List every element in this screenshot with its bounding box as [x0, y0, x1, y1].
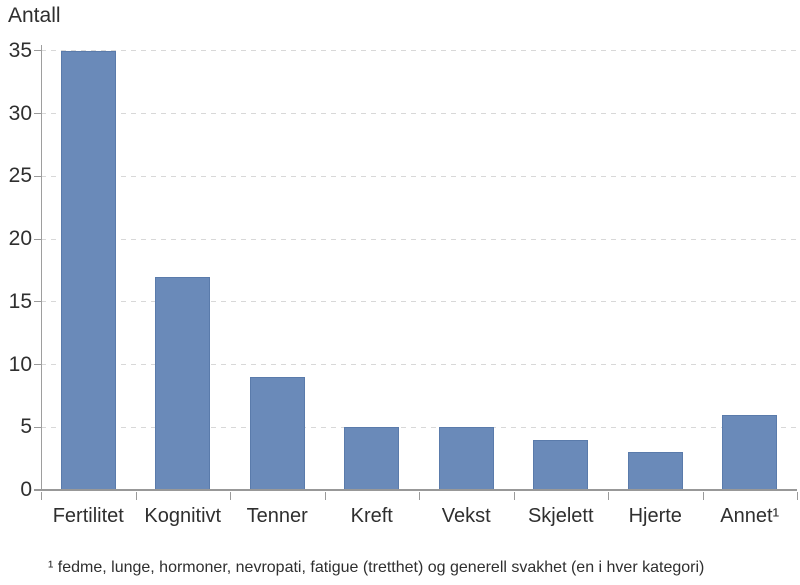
- x-tick: [41, 492, 42, 500]
- gridline: [41, 426, 797, 428]
- y-tick-label: 35: [8, 38, 32, 62]
- x-axis-label-hjerte: Hjerte: [628, 505, 682, 527]
- bar-skjelett: [533, 439, 589, 490]
- x-tick: [324, 492, 326, 500]
- bar-hjerte: [627, 452, 683, 490]
- y-tick-label: 10: [8, 352, 32, 376]
- gridline: [41, 238, 797, 240]
- x-tick: [797, 492, 798, 500]
- y-tick: [34, 175, 41, 177]
- y-tick: [34, 50, 41, 52]
- bar-vekst: [438, 427, 494, 490]
- x-tick: [513, 492, 515, 500]
- y-tick: [34, 238, 41, 240]
- y-tick-label: 25: [8, 164, 32, 188]
- x-axis-label-kognitivt: Kognitivt: [144, 505, 222, 527]
- x-axis-label-vekst: Vekst: [441, 505, 491, 527]
- x-axis-label-fertilitet: Fertilitet: [52, 505, 124, 527]
- bar-tenner: [249, 377, 305, 490]
- gridline: [41, 301, 797, 303]
- y-tick: [34, 113, 41, 114]
- y-tick-label: 15: [8, 289, 32, 313]
- x-axis-label-tenner: Tenner: [246, 505, 308, 527]
- y-axis-line: [40, 45, 42, 491]
- y-tick: [34, 364, 41, 365]
- gridline: [41, 364, 797, 365]
- x-axis-line: [34, 489, 797, 491]
- y-tick: [34, 426, 41, 428]
- y-tick: [34, 301, 41, 303]
- gridline: [41, 113, 797, 114]
- footnote: ¹ fedme, lunge, hormoner, nevropati, fat…: [48, 559, 705, 576]
- x-axis-label-annet: Annet¹: [720, 505, 780, 527]
- x-axis-label-kreft: Kreft: [350, 505, 393, 527]
- x-tick: [702, 492, 704, 500]
- y-tick-label: 5: [20, 415, 32, 439]
- y-axis-title: Antall: [8, 4, 61, 27]
- y-tick-label: 20: [8, 227, 32, 250]
- gridline: [41, 50, 797, 52]
- bar-fertilitet: [60, 50, 116, 490]
- x-tick: [230, 492, 231, 500]
- x-axis-label-skjelett: Skjelett: [527, 505, 594, 527]
- y-tick-label: 30: [8, 101, 32, 125]
- bar-annet: [722, 414, 778, 490]
- bar-kognitivt: [155, 276, 211, 490]
- y-tick-label: 0: [20, 478, 32, 501]
- bar-kreft: [344, 427, 400, 490]
- gridline: [41, 175, 797, 177]
- x-tick: [419, 492, 420, 500]
- x-tick: [608, 492, 609, 500]
- x-tick: [135, 492, 137, 500]
